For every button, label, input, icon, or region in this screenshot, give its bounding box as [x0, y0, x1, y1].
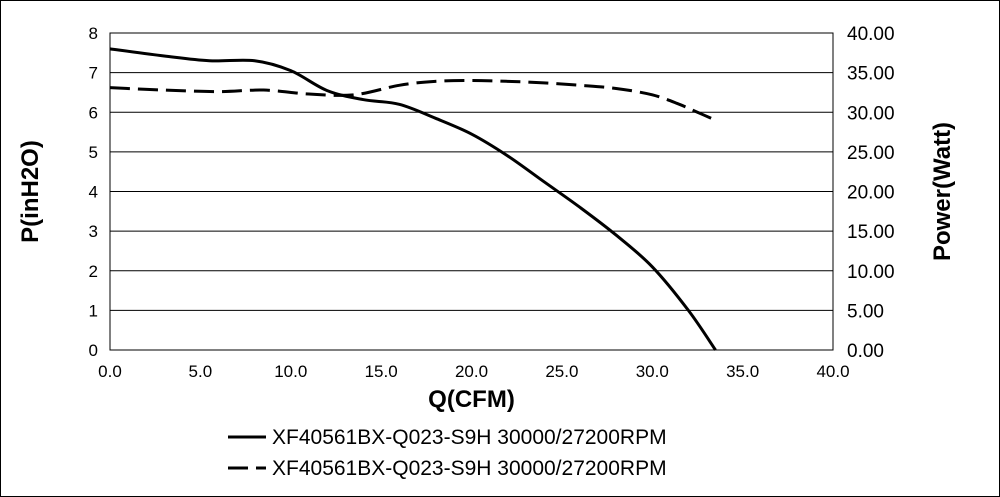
- y2-tick-label: 5.00: [847, 301, 884, 322]
- x-tick-label: 25.0: [545, 362, 578, 381]
- x-tick-label: 35.0: [726, 362, 759, 381]
- power-series-line: [109, 79, 717, 122]
- y2-axis-title: Power(Watt): [929, 122, 956, 261]
- y-tick-label: 3: [89, 222, 98, 241]
- y2-tick-label: 15.00: [847, 222, 895, 243]
- y2-tick-label: 10.00: [847, 262, 895, 283]
- series-lines: [109, 47, 717, 351]
- legend-label-solid: XF40561BX-Q023-S9H 30000/27200RPM: [272, 426, 667, 449]
- x-tick-label: 15.0: [365, 362, 398, 381]
- y-tick-label: 1: [89, 301, 98, 320]
- x-tick-label: 5.0: [189, 362, 213, 381]
- x-tick-label: 20.0: [455, 362, 488, 381]
- legend: XF40561BX-Q023-S9H 30000/27200RPM XF4056…: [228, 426, 667, 480]
- y2-tick-label: 20.00: [847, 183, 895, 204]
- plot-area-border: [109, 32, 834, 351]
- x-tick-label: 30.0: [636, 362, 669, 381]
- y2-tick-label: 25.00: [847, 143, 895, 164]
- y-tick-label: 7: [89, 64, 98, 83]
- x-tick-label: 0.0: [98, 362, 122, 381]
- y2-tick-label: 40.00: [847, 24, 895, 45]
- grid-lines: [110, 32, 833, 351]
- y-axis-title: P(inH2O): [17, 140, 44, 243]
- y-tick-label: 0: [89, 341, 98, 360]
- bottom-axis-ticks: 0.0 5.0 10.0 15.0 20.0 25.0 30.0 35.0 40.0: [98, 362, 849, 381]
- y2-tick-label: 35.00: [847, 64, 895, 85]
- legend-label-dashed: XF40561BX-Q023-S9H 30000/27200RPM: [272, 457, 667, 480]
- right-axis-ticks: 0.00 5.00 10.00 15.00 20.00 25.00 30.00 35.00 40…: [847, 24, 895, 362]
- y-tick-label: 6: [89, 103, 98, 122]
- x-axis-title: Q(CFM): [428, 386, 515, 413]
- left-axis-ticks: 0 1 2 3 4 5 6 7 8: [89, 24, 98, 360]
- y2-tick-label: 30.00: [847, 103, 895, 124]
- y-tick-label: 4: [89, 183, 98, 202]
- y-tick-label: 2: [89, 262, 98, 281]
- x-tick-label: 40.0: [816, 362, 849, 381]
- y-tick-label: 8: [89, 24, 98, 43]
- x-tick-label: 10.0: [274, 362, 307, 381]
- y-tick-label: 5: [89, 143, 98, 162]
- pressure-series-line: [109, 47, 717, 351]
- y2-tick-label: 0.00: [847, 341, 884, 362]
